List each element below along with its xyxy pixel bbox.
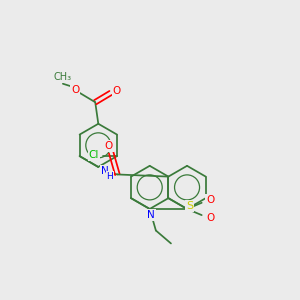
Text: S: S xyxy=(186,201,193,211)
Text: H: H xyxy=(106,172,113,181)
Text: N: N xyxy=(147,210,155,220)
Text: O: O xyxy=(206,213,214,223)
Text: O: O xyxy=(105,141,113,151)
Text: Cl: Cl xyxy=(89,150,99,160)
Text: CH₃: CH₃ xyxy=(53,72,71,82)
Text: N: N xyxy=(101,166,109,176)
Text: O: O xyxy=(113,86,121,96)
Text: O: O xyxy=(71,85,79,95)
Text: O: O xyxy=(206,195,214,205)
